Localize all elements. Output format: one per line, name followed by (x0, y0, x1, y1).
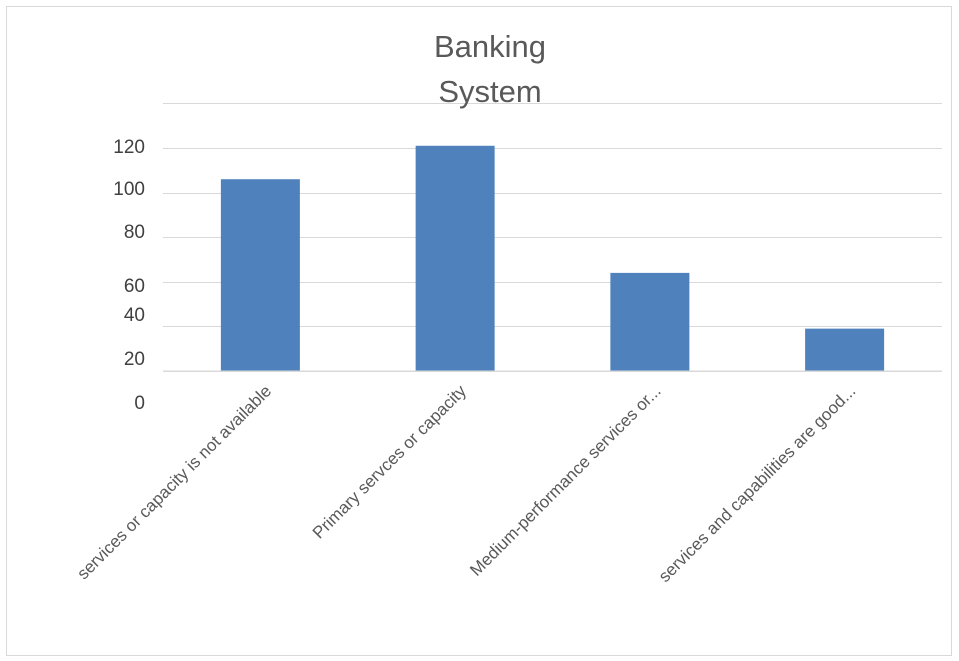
x-tick-label: Medium-performance services or... (466, 381, 664, 579)
x-tick-label: services or capacity is not available (73, 381, 275, 583)
bar (805, 328, 885, 371)
y-tick-label: 100 (113, 179, 145, 200)
y-tick-label: 0 (134, 393, 145, 414)
x-tick-label: services and capabilities are good... (655, 381, 860, 586)
y-tick-label: 120 (113, 137, 145, 158)
bar (220, 179, 300, 371)
x-axis-labels: services or capacity is not available Pri… (73, 381, 859, 586)
bar (415, 145, 495, 371)
y-tick-label: 20 (124, 349, 145, 370)
chart-title-line-1: Banking (434, 29, 546, 64)
bars (220, 145, 885, 371)
chart-title-line-2: System (438, 74, 541, 109)
y-tick-label: 60 (124, 276, 145, 297)
x-tick-label: Primary servces or capacity (309, 381, 470, 542)
bar (610, 272, 690, 371)
y-tick-label: 40 (124, 305, 145, 326)
y-tick-label: 80 (124, 222, 145, 243)
y-axis-ticks: 0 20 40 60 80 100 120 (113, 137, 145, 414)
